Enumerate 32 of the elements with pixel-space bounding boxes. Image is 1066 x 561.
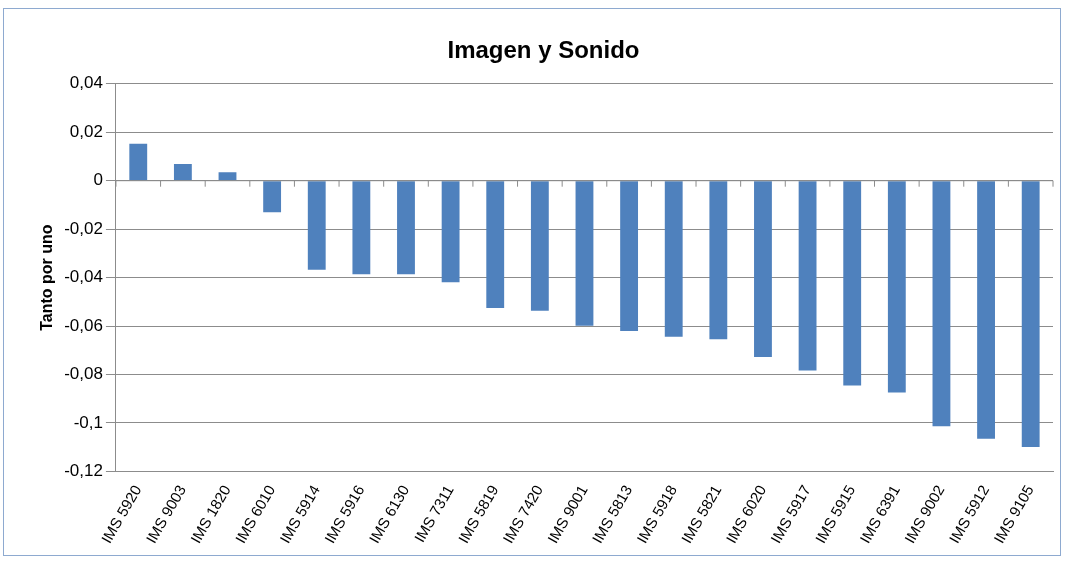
y-tick-label: -0,06 — [64, 315, 103, 335]
y-tick-label: -0,08 — [64, 364, 103, 384]
bar — [352, 181, 371, 275]
bar — [218, 172, 237, 181]
bar — [843, 181, 862, 386]
y-tick-label: 0,04 — [69, 73, 103, 93]
y-tick-label: 0,02 — [69, 121, 103, 141]
bar — [441, 181, 460, 283]
bar — [1021, 181, 1040, 447]
bar — [932, 181, 951, 427]
y-tick-label: -0,1 — [73, 412, 103, 432]
bar — [620, 181, 639, 331]
bar — [307, 181, 326, 270]
bar — [530, 181, 549, 311]
bar — [754, 181, 772, 358]
bar — [173, 163, 192, 181]
bar — [129, 143, 148, 181]
bar — [798, 181, 817, 371]
y-tick-label: -0,12 — [64, 461, 103, 481]
bar — [397, 181, 415, 275]
bar — [664, 181, 683, 337]
y-tick-label: -0,04 — [64, 267, 103, 287]
bar — [263, 181, 282, 213]
bar — [575, 181, 594, 326]
y-tick-label: 0 — [93, 170, 103, 190]
chart-title: Imagen y Sonido — [447, 36, 640, 64]
bar — [977, 181, 995, 439]
y-tick-label: -0,02 — [64, 218, 103, 238]
bar — [887, 181, 906, 393]
bar — [486, 181, 505, 308]
y-axis-title: Tanto por uno — [38, 224, 56, 331]
bar — [709, 181, 728, 340]
